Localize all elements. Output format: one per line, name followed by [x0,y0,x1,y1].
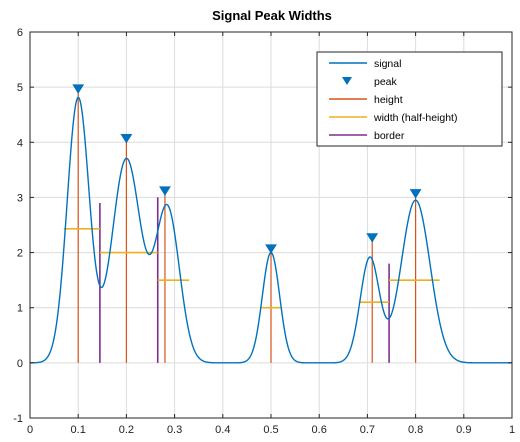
y-tick-label: 5 [17,82,23,94]
peak-marker [159,186,171,196]
y-tick-label: 4 [17,137,23,149]
legend-label: border [374,130,405,142]
x-tick-label: 0.9 [456,424,471,436]
legend-label: width (half-height) [373,112,457,124]
chart-title: Signal Peak Widths [212,8,332,23]
x-tick-label: 0.6 [312,424,327,436]
x-tick-label: 0.5 [263,424,278,436]
y-tick-label: -1 [13,413,23,425]
plot-marks [29,84,512,364]
y-tick-label: 0 [17,358,23,370]
x-tick-label: 0.4 [215,424,230,436]
x-tick-label: 0.2 [119,424,134,436]
legend-label: peak [374,76,398,88]
peak-marker [72,84,85,94]
axes-box [29,31,513,419]
legend-swatch-peak [342,77,352,85]
peak-marker [265,244,277,254]
axes: 0 0.1 0.2 0.3 0.4 0.5 0.6 0.7 0.8 0.9 1 -1 0 1 2 3 4 5 6 [13,27,515,436]
x-tick-label: 1 [509,424,515,436]
x-tick-label: 0.8 [408,424,423,436]
x-tick-label: 0.3 [167,424,182,436]
legend-label: signal [374,58,401,70]
peak-marker [366,233,379,243]
legend-label: height [374,94,403,106]
peak-marker [120,134,133,144]
peak-marker [409,189,422,199]
x-tick-label: 0.1 [71,424,86,436]
y-tick-label: 3 [17,192,23,204]
x-tick-label: 0 [27,424,33,436]
x-tick-label: 0.7 [360,424,375,436]
y-tick-label: 2 [17,248,23,260]
y-tick-label: 6 [17,27,23,39]
legend: signal peak height width (half-height) borde… [316,51,503,147]
y-tick-label: 1 [17,303,23,315]
